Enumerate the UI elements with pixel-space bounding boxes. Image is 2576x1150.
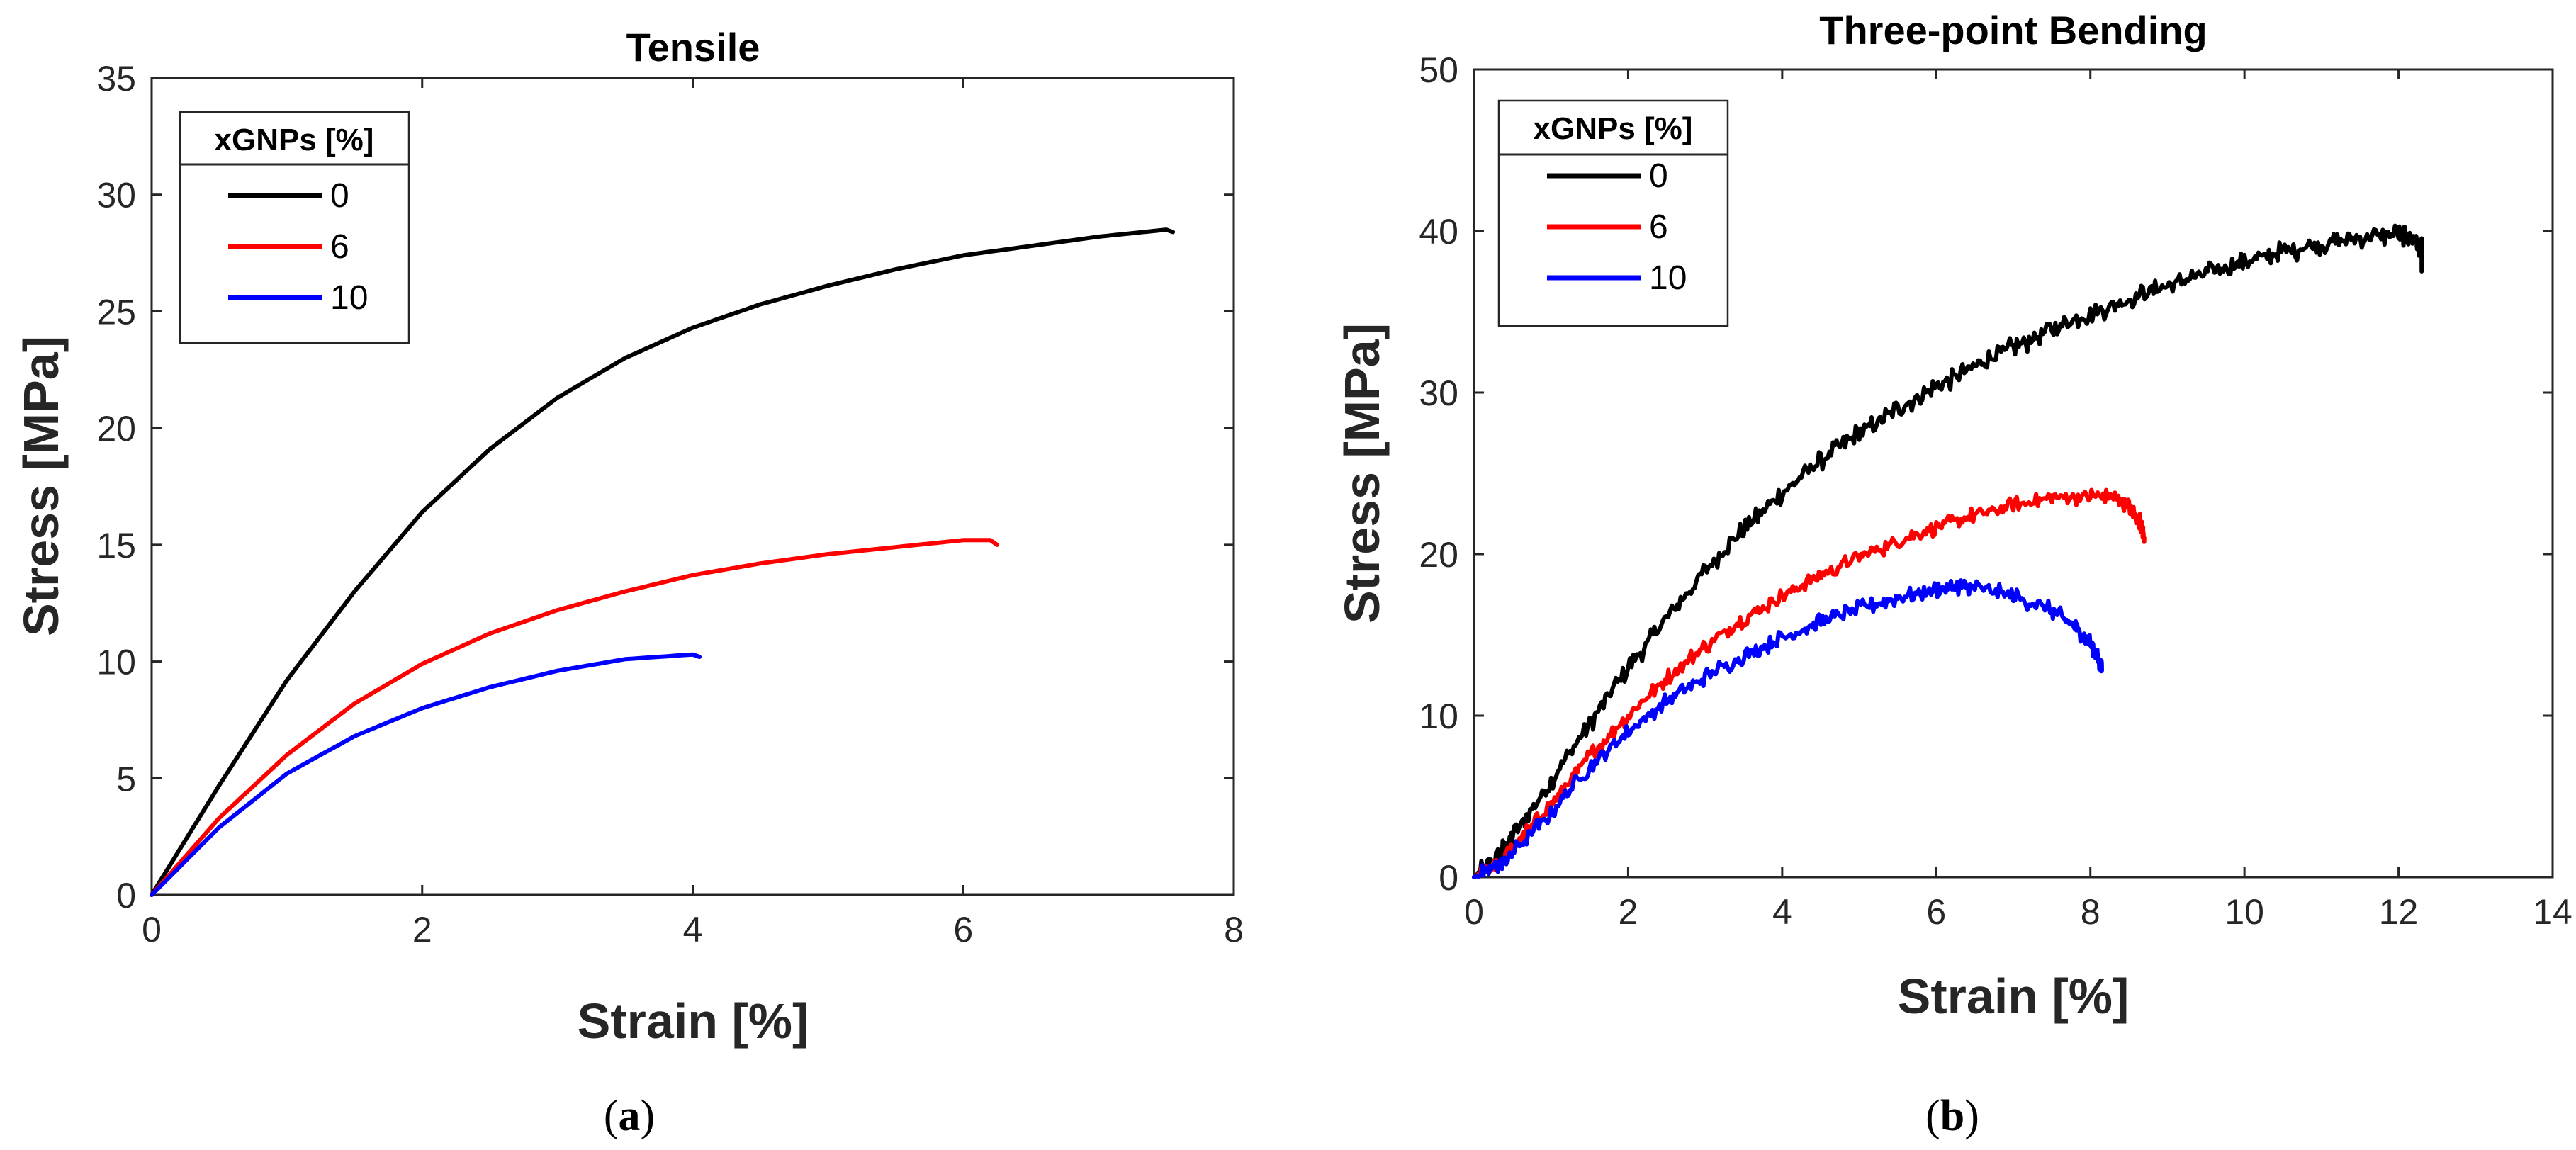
bending-y-tick-label: 50	[1419, 50, 1458, 90]
panel-label-b: (b)	[1925, 1092, 1979, 1140]
bending-x-axis-title: Strain [%]	[1898, 969, 2130, 1024]
bending-y-tick-label: 0	[1439, 858, 1458, 898]
tensile-y-tick-label: 20	[96, 409, 136, 449]
tensile-y-tick-label: 0	[116, 876, 136, 915]
bending-y-tick-label: 40	[1419, 212, 1458, 252]
tensile-y-axis-title: Stress [MPa]	[13, 336, 69, 636]
panel-label-b-letter: b	[1940, 1092, 1964, 1140]
bending-x-tick-label: 2	[1619, 892, 1638, 932]
tensile-y-tick-label: 35	[96, 59, 136, 98]
bending-x-tick-label: 0	[1464, 892, 1484, 932]
tensile-y-tick-label: 30	[96, 176, 136, 215]
bending-legend-title: xGNPs [%]	[1534, 111, 1693, 146]
bending-ticks: 0 2 4 6 8 10 12 14 0 10 20 30 40 50	[1419, 50, 2572, 932]
bending-title: Three-point Bending	[1819, 8, 2207, 52]
tensile-y-tick-label: 5	[116, 759, 136, 799]
bending-series-6-line	[1472, 487, 2147, 879]
tensile-x-tick-label: 4	[683, 910, 703, 949]
tensile-y-tick-label: 25	[96, 292, 136, 332]
bending-x-tick-label: 14	[2533, 892, 2572, 932]
bending-legend: xGNPs [%] 0 6 10	[1497, 99, 1729, 327]
panel-label-a: (a)	[604, 1092, 655, 1140]
tensile-legend: xGNPs [%] 0 6 10	[179, 111, 410, 344]
tensile-legend-label-6: 6	[330, 228, 349, 266]
bending-x-tick-label: 12	[2379, 892, 2419, 932]
bending-x-tick-label: 8	[2081, 892, 2100, 932]
tensile-legend-box	[179, 111, 410, 344]
bending-plot-frame	[1473, 68, 2554, 879]
bending-legend-items: 0 6 10	[1547, 157, 1687, 297]
panel-label-a-letter: a	[619, 1092, 641, 1140]
tensile-y-tick-label: 10	[96, 643, 136, 682]
bending-x-tick-label: 4	[1772, 892, 1792, 932]
tensile-x-axis-title: Strain [%]	[578, 993, 809, 1049]
bending-series-10-line	[1472, 578, 2104, 879]
bending-y-tick-label: 10	[1419, 697, 1458, 736]
bending-legend-label-10: 10	[1649, 259, 1687, 297]
tensile-series-10-line	[150, 652, 702, 897]
tensile-x-tick-label: 0	[142, 910, 162, 949]
tensile-x-tick-label: 8	[1224, 910, 1244, 949]
bending-x-tick-label: 10	[2225, 892, 2264, 932]
tensile-legend-items: 0 6 10	[228, 177, 368, 317]
tensile-legend-label-0: 0	[330, 177, 349, 215]
bending-legend-label-6: 6	[1649, 208, 1668, 246]
tensile-series	[150, 227, 1176, 897]
tensile-x-tick-label: 2	[412, 910, 432, 949]
tensile-x-tick-label: 6	[953, 910, 973, 949]
bending-y-axis-title: Stress [MPa]	[1334, 323, 1390, 624]
tensile-series-6-line	[150, 538, 999, 897]
tensile-legend-title: xGNPs [%]	[215, 123, 374, 157]
bending-y-tick-label: 20	[1419, 535, 1458, 575]
bending-x-tick-label: 6	[1926, 892, 1946, 932]
tensile-legend-label-10: 10	[330, 279, 368, 317]
tensile-chart: 0 2 4 6 8 0 5 10 15 20 25 30 35 Tensile Strain [%] S…	[13, 25, 1244, 1049]
tensile-ticks: 0 2 4 6 8 0 5 10 15 20 25 30 35	[96, 59, 1244, 949]
bending-legend-box	[1497, 99, 1729, 327]
tensile-y-tick-label: 15	[96, 526, 136, 565]
tensile-series-0-line	[150, 227, 1176, 897]
bending-y-tick-label: 30	[1419, 373, 1458, 413]
bending-series	[1472, 223, 2424, 879]
bending-series-0-line	[1472, 223, 2424, 879]
bending-chart: 0 2 4 6 8 10 12 14 0 10 20 30 40 50 Three-point Bendi…	[1334, 8, 2572, 1024]
bending-legend-label-0: 0	[1649, 157, 1668, 195]
tensile-title: Tensile	[626, 25, 760, 69]
